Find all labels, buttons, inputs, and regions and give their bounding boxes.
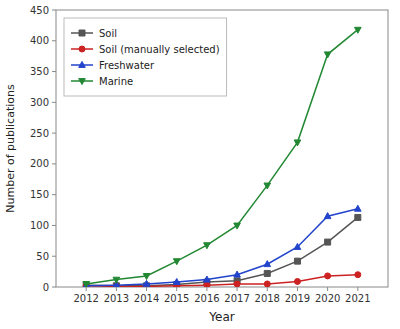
y-tick-label: 0 bbox=[43, 282, 49, 293]
legend-marker bbox=[79, 79, 86, 85]
series-marker bbox=[234, 281, 240, 287]
y-tick bbox=[52, 102, 56, 103]
series-marker bbox=[325, 273, 331, 279]
series-marker bbox=[294, 140, 301, 146]
y-tick-label: 350 bbox=[30, 66, 49, 77]
series-marker bbox=[143, 274, 150, 280]
series-marker bbox=[204, 243, 211, 249]
y-tick bbox=[52, 287, 56, 288]
x-tick bbox=[267, 287, 268, 291]
y-tick bbox=[52, 40, 56, 41]
series-marker bbox=[113, 277, 120, 283]
series-marker bbox=[204, 282, 210, 287]
x-tick-label: 2019 bbox=[285, 293, 310, 304]
legend-marker bbox=[79, 61, 86, 67]
y-tick bbox=[52, 133, 56, 134]
x-tick-label: 2021 bbox=[345, 293, 370, 304]
series-marker bbox=[325, 239, 331, 245]
series-marker bbox=[173, 259, 180, 265]
legend-label: Soil (manually selected) bbox=[99, 44, 220, 55]
x-tick bbox=[116, 287, 117, 291]
x-tick-label: 2013 bbox=[104, 293, 129, 304]
series-marker bbox=[264, 183, 271, 189]
x-tick bbox=[206, 287, 207, 291]
y-tick bbox=[52, 256, 56, 257]
series-marker bbox=[355, 272, 361, 278]
series-marker bbox=[324, 213, 331, 219]
y-tick bbox=[52, 10, 56, 11]
series-marker bbox=[83, 282, 89, 287]
x-tick bbox=[176, 287, 177, 291]
y-tick-label: 450 bbox=[30, 5, 49, 16]
legend-label: Freshwater bbox=[99, 60, 155, 71]
legend-marker bbox=[79, 46, 85, 52]
x-tick-label: 2020 bbox=[315, 293, 340, 304]
series-marker bbox=[294, 258, 300, 264]
chart: 0 50 100 150 200 250 300 350 400 450 2012 2013 2014 2… bbox=[0, 0, 400, 329]
legend: Soil Soil (manually selected) Freshwater Ma… bbox=[64, 18, 227, 96]
y-axis-label: Number of publications bbox=[4, 84, 17, 213]
x-tick-label: 2018 bbox=[255, 293, 280, 304]
series-marker bbox=[234, 223, 241, 229]
y-tick-label: 50 bbox=[36, 251, 49, 262]
series-marker bbox=[264, 270, 270, 276]
series-line bbox=[86, 209, 358, 286]
y-tick-label: 400 bbox=[30, 35, 49, 46]
series-marker bbox=[204, 276, 211, 282]
y-tick-label: 150 bbox=[30, 189, 49, 200]
x-tick bbox=[297, 287, 298, 291]
x-tick-label: 2017 bbox=[224, 293, 249, 304]
x-tick-label: 2012 bbox=[73, 293, 98, 304]
series-marker bbox=[83, 282, 90, 287]
y-tick-label: 200 bbox=[30, 158, 49, 169]
x-tick bbox=[237, 287, 238, 291]
x-axis-label: Year bbox=[208, 310, 234, 324]
y-tick-label: 300 bbox=[30, 97, 49, 108]
legend-marker bbox=[79, 30, 85, 36]
x-tick bbox=[86, 287, 87, 291]
series-marker bbox=[294, 243, 301, 249]
legend-label: Marine bbox=[99, 76, 133, 87]
series-marker bbox=[83, 282, 90, 287]
y-tick bbox=[52, 163, 56, 164]
series-marker bbox=[234, 271, 241, 277]
series-marker bbox=[264, 261, 271, 267]
series-marker bbox=[294, 278, 300, 284]
x-tick-label: 2014 bbox=[134, 293, 159, 304]
legend-label: Soil bbox=[99, 28, 117, 39]
x-tick bbox=[357, 287, 358, 291]
series-marker bbox=[264, 281, 270, 287]
series-marker bbox=[173, 278, 180, 284]
y-tick bbox=[52, 194, 56, 195]
legend-box bbox=[64, 18, 227, 96]
y-tick bbox=[52, 71, 56, 72]
series-marker bbox=[355, 27, 362, 33]
series-marker bbox=[355, 214, 361, 220]
x-tick-label: 2016 bbox=[194, 293, 219, 304]
plot-frame bbox=[56, 10, 388, 287]
y-tick bbox=[52, 225, 56, 226]
y-tick-label: 100 bbox=[30, 220, 49, 231]
x-tick bbox=[327, 287, 328, 291]
x-tick-label: 2015 bbox=[164, 293, 189, 304]
y-tick-label: 250 bbox=[30, 128, 49, 139]
series-marker bbox=[355, 205, 362, 211]
series-marker bbox=[143, 280, 150, 286]
x-tick bbox=[146, 287, 147, 291]
series-marker bbox=[324, 52, 331, 58]
